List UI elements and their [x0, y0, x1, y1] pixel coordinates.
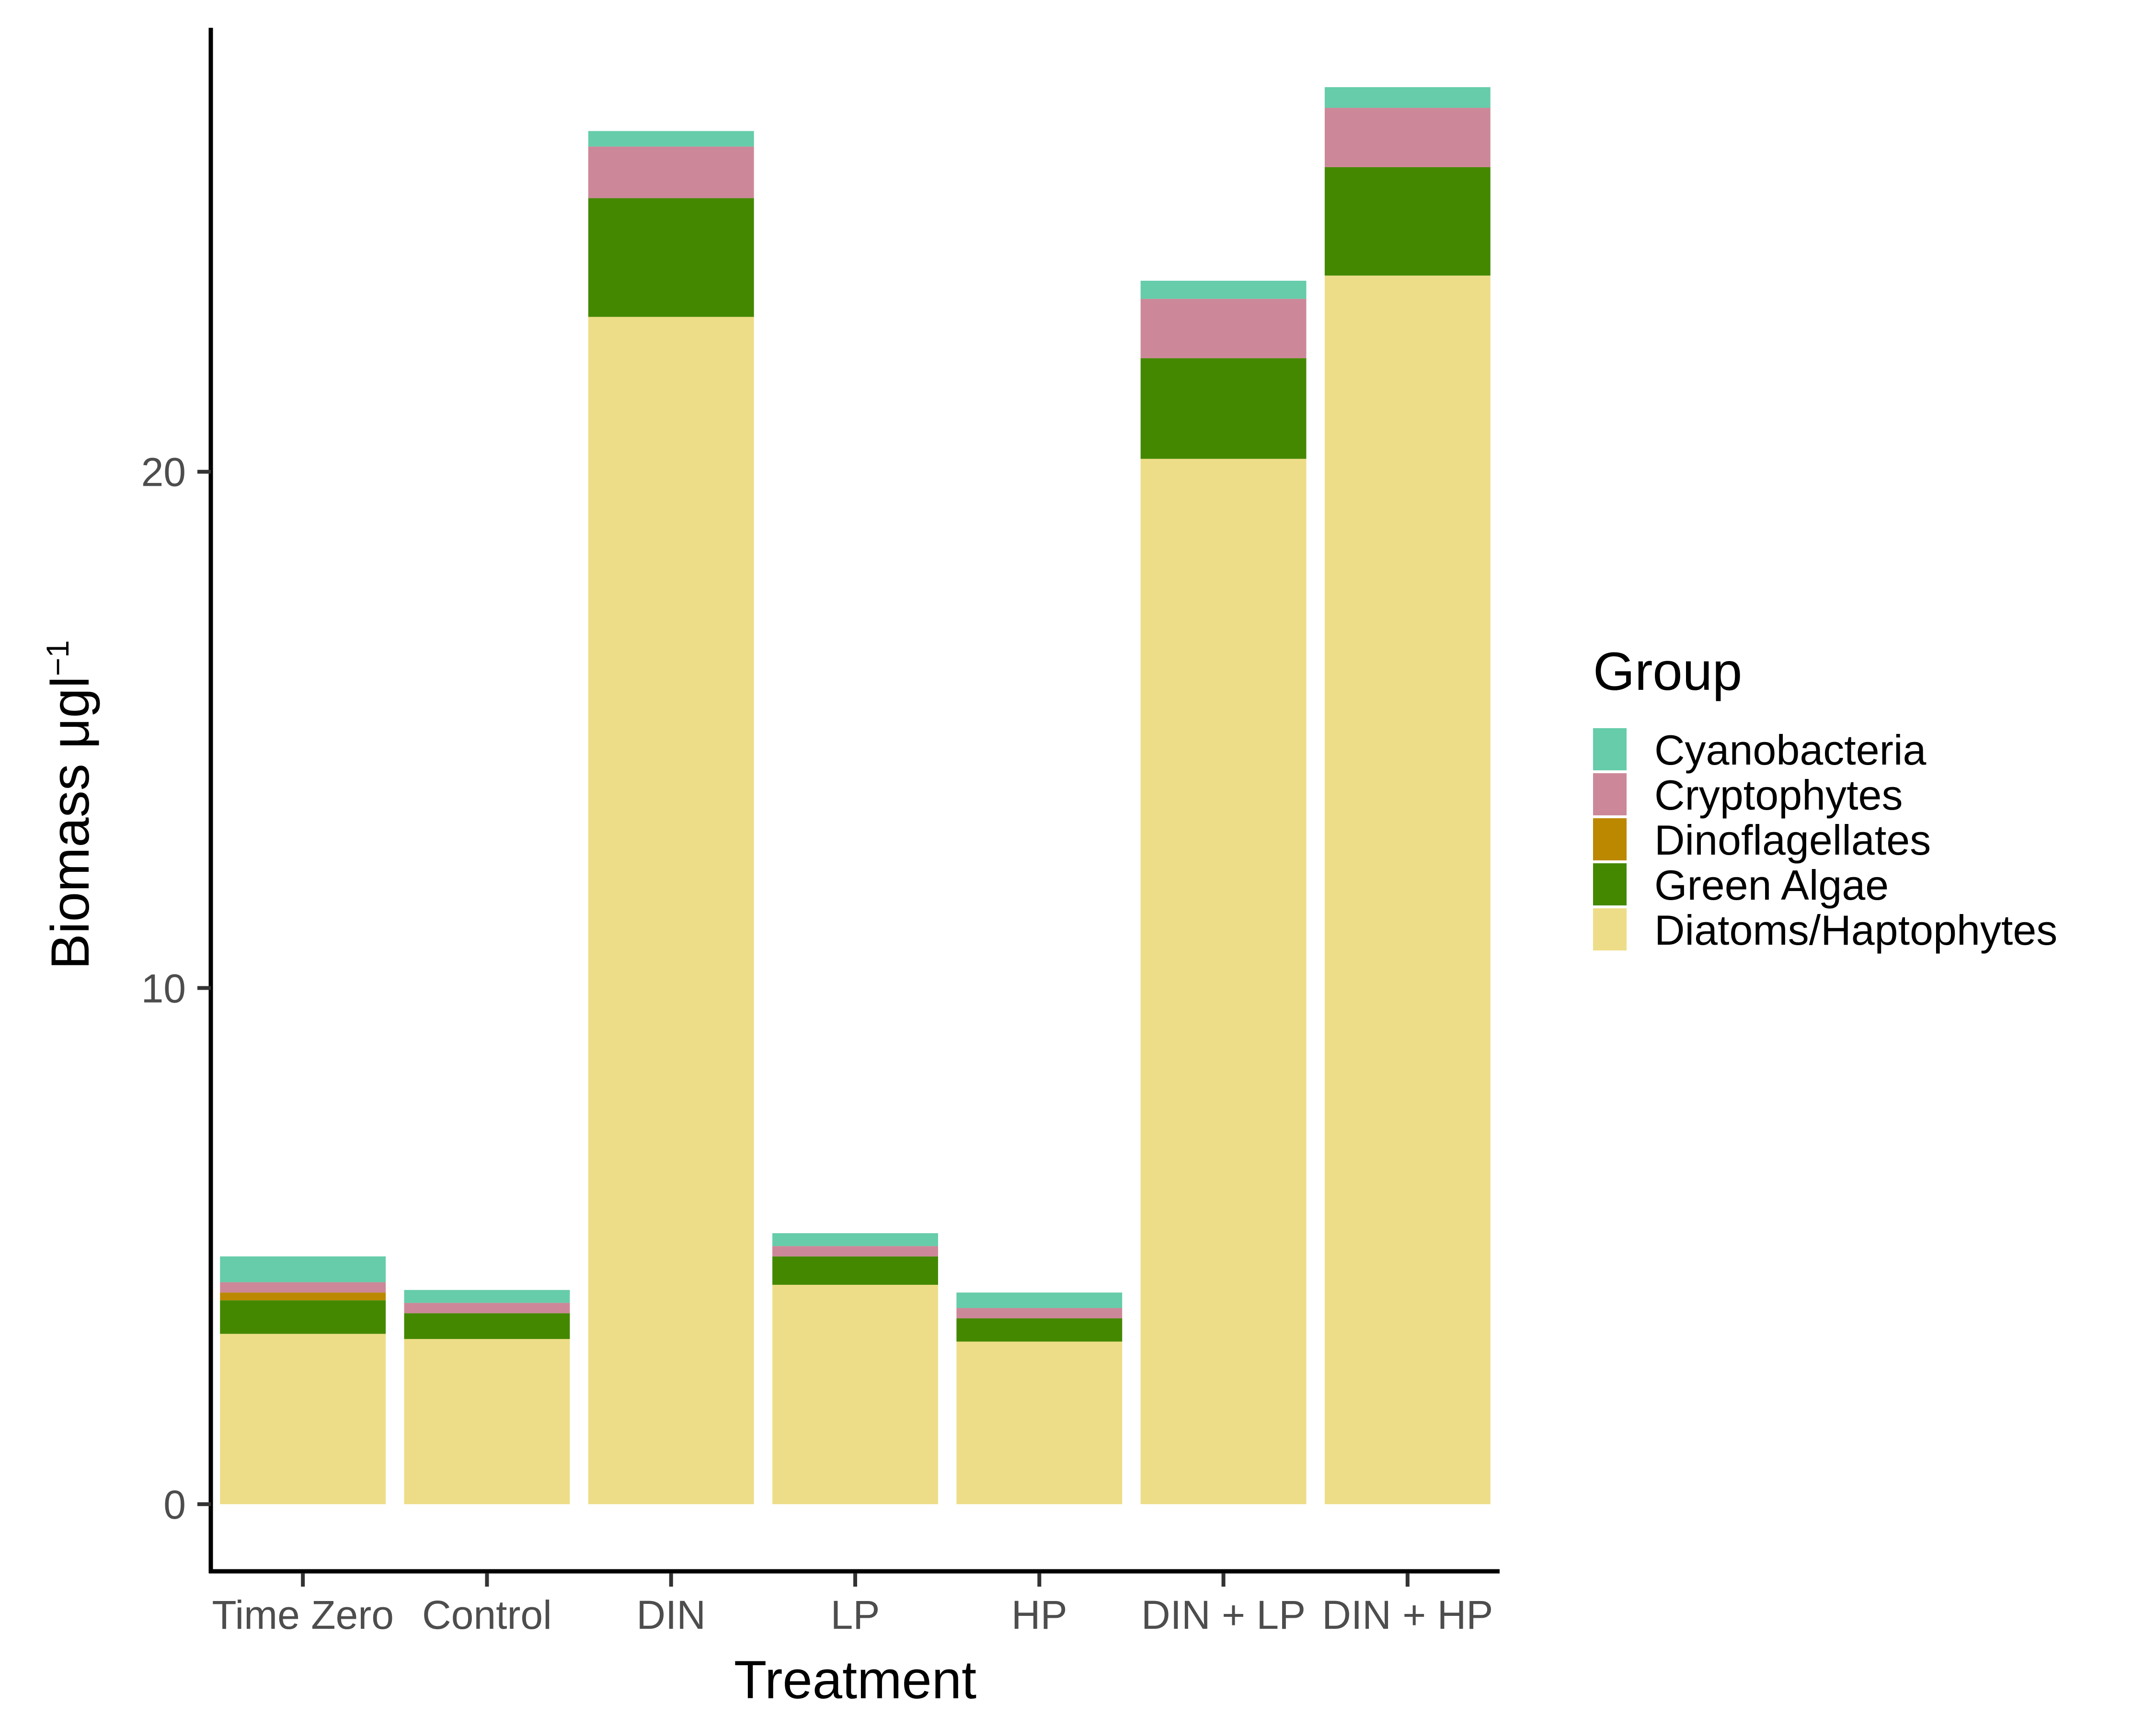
legend-key-green-algae	[1593, 863, 1627, 905]
bar-control-diatoms-haptophytes	[404, 1339, 570, 1504]
bar-time-zero-cryptophytes	[220, 1282, 386, 1293]
x-tick-label: DIN + LP	[1141, 1592, 1306, 1637]
bar-din-cryptophytes	[588, 146, 754, 198]
bar-din-lp-cyanobacteria	[1140, 281, 1307, 299]
x-axis-title: Treatment	[734, 1650, 976, 1710]
x-tick-label: Control	[422, 1592, 552, 1637]
bar-time-zero-green-algae	[220, 1300, 386, 1334]
bar-time-zero-dinoflagellates	[220, 1292, 386, 1301]
legend-label-cyanobacteria: Cyanobacteria	[1654, 726, 1927, 774]
bar-din-hp-cryptophytes	[1324, 108, 1491, 167]
bar-lp-diatoms-haptophytes	[772, 1284, 938, 1504]
bar-lp-green-algae	[772, 1256, 938, 1285]
legend-label-dinoflagellates: Dinoflagellates	[1654, 816, 1931, 864]
legend-label-green-algae: Green Algae	[1654, 861, 1889, 909]
y-tick-label: 20	[141, 450, 186, 495]
bar-hp-cryptophytes	[956, 1308, 1123, 1318]
y-tick-label: 0	[163, 1482, 186, 1527]
bar-hp-green-algae	[956, 1318, 1123, 1342]
x-axis-ticks: Time Zero Control DIN LP HP DIN + LP DIN + HP	[212, 1573, 1493, 1637]
bar-din-hp-green-algae	[1324, 167, 1491, 276]
legend-key-cryptophytes	[1593, 773, 1627, 815]
bar-lp-cyanobacteria	[772, 1233, 938, 1247]
y-axis-title-superscript: −1	[40, 640, 75, 676]
bar-din-lp-green-algae	[1140, 358, 1307, 459]
bar-din-cyanobacteria	[588, 131, 754, 147]
bar-lp-cryptophytes	[772, 1246, 938, 1257]
legend-key-cyanobacteria	[1593, 728, 1627, 770]
legend-label-diatoms-haptophytes: Diatoms/Haptophytes	[1654, 906, 2057, 954]
x-tick-label: DIN + HP	[1322, 1592, 1493, 1637]
bar-time-zero-diatoms-haptophytes	[220, 1334, 386, 1504]
y-axis-title: Biomass μgl−1	[40, 640, 100, 970]
bars-layer	[220, 87, 1491, 1504]
bar-din-hp-cyanobacteria	[1324, 87, 1491, 108]
legend-title: Group	[1593, 641, 1742, 701]
x-tick-label: LP	[831, 1592, 880, 1637]
y-axis-ticks: 0 10 20	[141, 450, 211, 1527]
bar-control-cyanobacteria	[404, 1290, 570, 1303]
bar-hp-diatoms-haptophytes	[956, 1341, 1123, 1504]
legend-label-cryptophytes: Cryptophytes	[1654, 771, 1903, 819]
bar-hp-cyanobacteria	[956, 1292, 1123, 1308]
bar-time-zero-cyanobacteria	[220, 1256, 386, 1282]
bar-din-green-algae	[588, 198, 754, 317]
legend-key-diatoms-haptophytes	[1593, 908, 1627, 950]
y-axis-title-main: Biomass μgl	[40, 676, 100, 969]
x-tick-label: Time Zero	[212, 1592, 394, 1637]
legend-key-dinoflagellates	[1593, 818, 1627, 860]
bar-din-lp-diatoms-haptophytes	[1140, 458, 1307, 1504]
bar-control-cryptophytes	[404, 1303, 570, 1314]
bar-din-diatoms-haptophytes	[588, 317, 754, 1504]
y-tick-label: 10	[141, 966, 186, 1011]
x-tick-label: DIN	[636, 1592, 706, 1637]
bar-din-lp-cryptophytes	[1140, 298, 1307, 358]
bar-control-green-algae	[404, 1313, 570, 1339]
bar-din-hp-diatoms-haptophytes	[1324, 275, 1491, 1504]
x-tick-label: HP	[1011, 1592, 1067, 1637]
legend: CyanobacteriaCryptophytesDinoflagellates…	[1593, 726, 2057, 954]
